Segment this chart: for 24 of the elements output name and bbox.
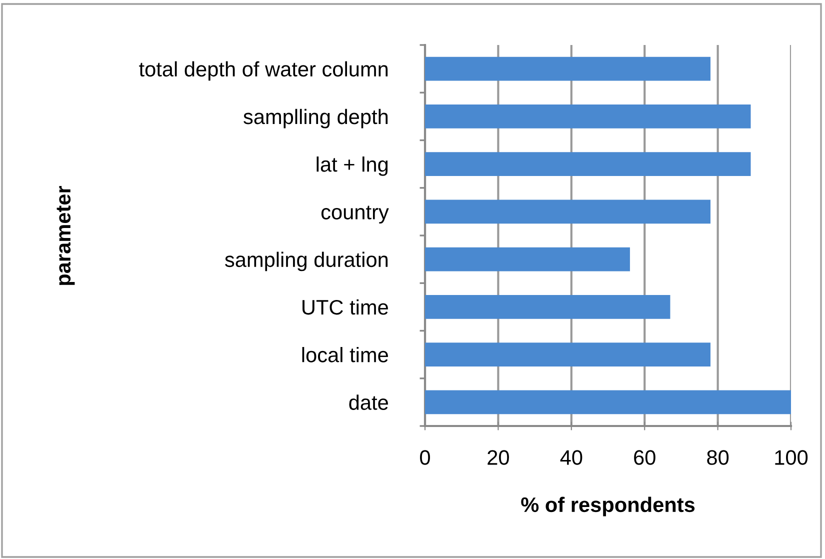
x-tick-label: 80 <box>707 450 729 465</box>
x-tick-label: 0 <box>420 450 430 465</box>
bar <box>425 200 710 224</box>
x-tick-label: 20 <box>488 450 509 465</box>
y-tick-label: lat + lng <box>316 156 388 176</box>
bar <box>425 56 710 81</box>
y-tick-label: local time <box>302 347 388 362</box>
bar <box>425 152 751 176</box>
x-tick-label: 40 <box>560 450 582 465</box>
bar <box>425 104 751 128</box>
bar <box>425 247 630 272</box>
y-tick-label: date <box>349 394 388 410</box>
y-tick-label: UTC time <box>302 299 388 315</box>
x-tick-label: 100 <box>775 450 808 465</box>
y-tick-label: total depth of water column <box>139 61 388 81</box>
y-tick-label: country <box>321 206 389 224</box>
y-axis-title: parameter <box>56 186 75 285</box>
y-tick-label: sampling duration <box>225 252 388 272</box>
x-tick-label: 60 <box>634 450 656 465</box>
y-tick-label: samplling depth <box>244 108 388 128</box>
bar <box>425 390 791 414</box>
x-axis-title: % of respondents <box>521 496 695 516</box>
bar <box>425 342 710 366</box>
bar <box>425 295 670 319</box>
